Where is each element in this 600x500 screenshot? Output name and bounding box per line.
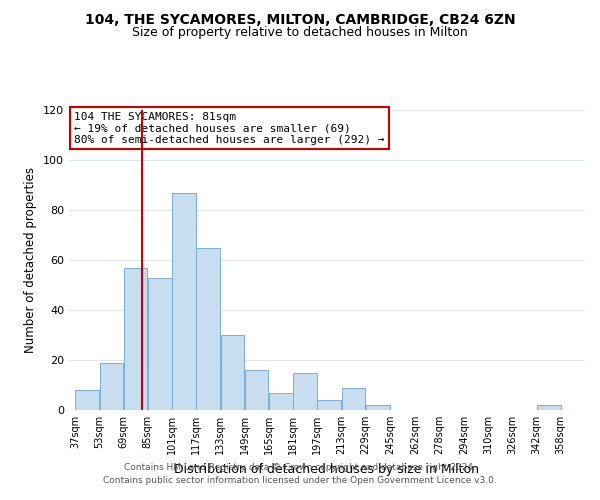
Text: Contains public sector information licensed under the Open Government Licence v3: Contains public sector information licen… [103, 476, 497, 485]
Bar [196, 248, 220, 410]
Bar [537, 405, 560, 410]
Bar [269, 392, 293, 410]
Bar [245, 370, 268, 410]
Text: 104 THE SYCAMORES: 81sqm
← 19% of detached houses are smaller (69)
80% of semi-d: 104 THE SYCAMORES: 81sqm ← 19% of detach… [74, 112, 385, 144]
Bar [148, 278, 172, 410]
Bar [221, 335, 244, 410]
Bar [366, 405, 389, 410]
Bar [293, 372, 317, 410]
Y-axis label: Number of detached properties: Number of detached properties [25, 167, 37, 353]
Bar [75, 390, 99, 410]
Text: Size of property relative to detached houses in Milton: Size of property relative to detached ho… [132, 26, 468, 39]
Text: Contains HM Land Registry data © Crown copyright and database right 2024.: Contains HM Land Registry data © Crown c… [124, 464, 476, 472]
Bar [124, 268, 148, 410]
X-axis label: Distribution of detached houses by size in Milton: Distribution of detached houses by size … [175, 462, 479, 475]
Bar [341, 388, 365, 410]
Bar [172, 192, 196, 410]
Bar [317, 400, 341, 410]
Bar [100, 362, 123, 410]
Text: 104, THE SYCAMORES, MILTON, CAMBRIDGE, CB24 6ZN: 104, THE SYCAMORES, MILTON, CAMBRIDGE, C… [85, 12, 515, 26]
